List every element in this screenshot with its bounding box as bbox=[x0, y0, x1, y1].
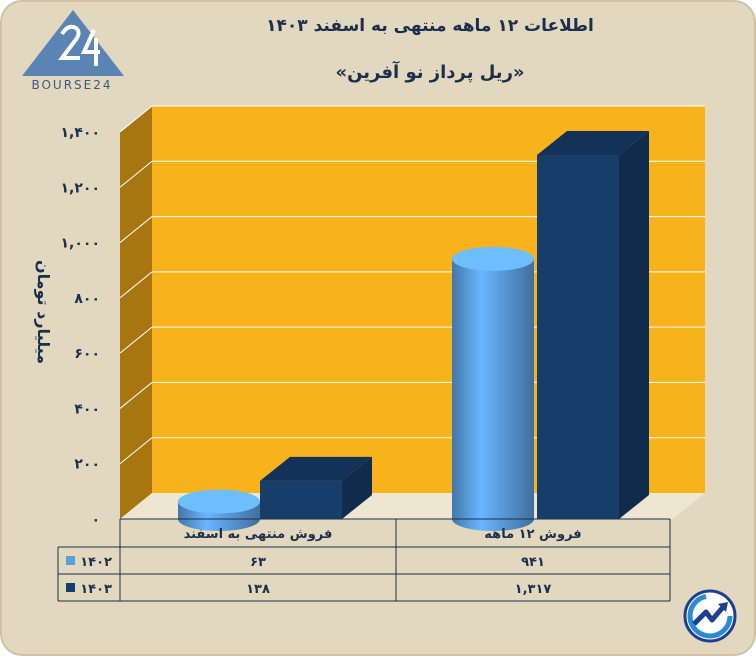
grid-line-side bbox=[119, 326, 153, 354]
bar-۱۴۰۳-front bbox=[260, 480, 342, 519]
legend-swatch-۱۴۰۳ bbox=[66, 583, 75, 592]
y-tick-label: ۱,۴۰۰ bbox=[61, 125, 101, 141]
y-tick-label: ۰ bbox=[91, 512, 100, 528]
bar-۱۴۰۲-top bbox=[178, 489, 260, 514]
bar-۱۴۰۲-top bbox=[452, 246, 534, 271]
bars bbox=[178, 130, 649, 531]
grid-line-side bbox=[119, 271, 153, 299]
chart-title: اطلاعات ۱۲ ماهه منتهی به اسفند ۱۴۰۳ bbox=[266, 16, 594, 36]
legend-label: ۱۴۰۳ bbox=[80, 582, 112, 597]
y-tick-label: ۱,۲۰۰ bbox=[61, 180, 101, 196]
chart-subtitle: «ریل پرداز نو آفرین» bbox=[335, 62, 525, 83]
y-tick-label: ۶۰۰ bbox=[74, 346, 100, 362]
grid-line-side bbox=[119, 105, 153, 133]
plot-side-wall bbox=[120, 106, 152, 519]
y-tick-label: ۸۰۰ bbox=[74, 291, 100, 307]
bar-۱۴۰۳-side bbox=[619, 130, 649, 519]
bar-۱۴۰۲-body bbox=[452, 258, 534, 531]
trend-arrow-icon bbox=[683, 589, 737, 643]
legend-swatch-۱۴۰۲ bbox=[66, 556, 75, 565]
grid-line-side bbox=[119, 160, 153, 188]
value-label: ۹۴۱ bbox=[521, 555, 545, 570]
category-label: فروش ۱۲ ماهه bbox=[484, 527, 581, 542]
legend-label: ۱۴۰۲ bbox=[80, 555, 112, 570]
logo-text: BOURSE24 bbox=[31, 78, 113, 92]
bar-۱۴۰۳-side bbox=[342, 456, 372, 519]
value-label: ۶۳ bbox=[250, 555, 266, 570]
bar-۱۴۰۳-front bbox=[537, 154, 619, 519]
y-axis-label: میلیارد تومان bbox=[34, 260, 53, 364]
category-label: فروش منتهی به اسفند bbox=[184, 527, 333, 542]
y-tick-label: ۴۰۰ bbox=[74, 401, 100, 417]
grid-line-side bbox=[119, 437, 153, 465]
grid-line-side bbox=[119, 216, 153, 243]
y-tick-label: ۱,۰۰۰ bbox=[61, 236, 101, 252]
data-table: فروش ۱۲ ماهه فروش منتهی به اسفند ۱۴۰۲ ۹۴۱ ۶۳… bbox=[57, 518, 671, 602]
bourse24-logo bbox=[22, 10, 124, 76]
y-axis-ticks: ۰ ۲۰۰ ۴۰۰ ۶۰۰ ۸۰۰ ۱,۰۰۰ ۱,۲۰۰ ۱,۴۰۰ bbox=[61, 125, 101, 528]
value-label: ۱۳۸ bbox=[246, 582, 270, 597]
bar-۱۴۰۳-top bbox=[260, 456, 372, 481]
bar-۱۴۰۳-top bbox=[537, 130, 649, 155]
grid-line-side bbox=[119, 382, 153, 409]
value-label: ۱,۳۱۷ bbox=[515, 582, 552, 597]
y-tick-label: ۲۰۰ bbox=[74, 457, 100, 473]
